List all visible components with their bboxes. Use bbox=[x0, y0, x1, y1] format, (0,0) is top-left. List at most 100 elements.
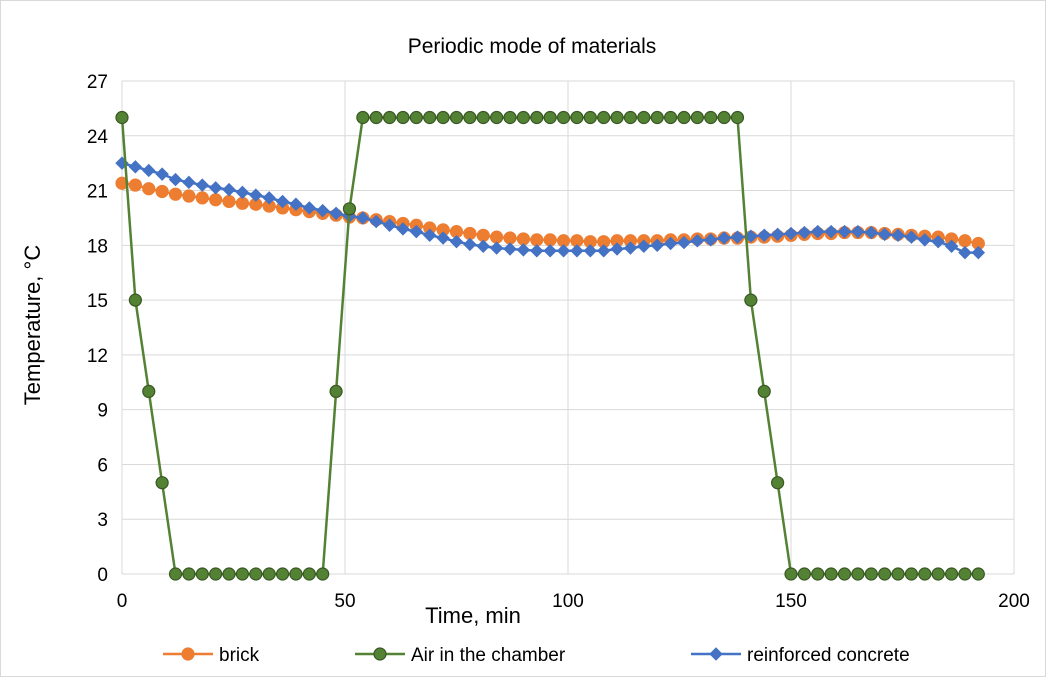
legend-item-brick: brick bbox=[163, 645, 260, 666]
data-point-reinforced-concrete bbox=[811, 224, 825, 239]
data-point-air-in-the-chamber bbox=[744, 293, 758, 307]
x-tick-label: 0 bbox=[117, 591, 128, 612]
data-point-brick bbox=[195, 191, 209, 205]
data-point-air-in-the-chamber bbox=[383, 110, 397, 125]
data-point-air-in-the-chamber bbox=[168, 567, 183, 581]
data-point-reinforced-concrete bbox=[543, 244, 557, 258]
data-point-reinforced-concrete bbox=[918, 233, 932, 247]
data-point-air-in-the-chamber bbox=[329, 384, 343, 399]
data-point-reinforced-concrete bbox=[690, 234, 705, 248]
legend-marker bbox=[181, 647, 195, 661]
data-point-air-in-the-chamber bbox=[316, 567, 330, 581]
data-point-air-in-the-chamber bbox=[436, 110, 450, 125]
data-point-reinforced-concrete bbox=[650, 238, 664, 253]
data-point-air-in-the-chamber bbox=[610, 110, 624, 125]
data-point-air-in-the-chamber bbox=[717, 110, 731, 125]
grid bbox=[121, 80, 1015, 575]
series-air-in-the-chamber bbox=[115, 110, 985, 581]
data-point-air-in-the-chamber bbox=[650, 110, 664, 125]
data-point-reinforced-concrete bbox=[583, 244, 598, 258]
data-point-air-in-the-chamber bbox=[356, 110, 370, 125]
data-point-reinforced-concrete bbox=[449, 234, 464, 249]
data-point-reinforced-concrete bbox=[168, 172, 183, 187]
data-point-brick bbox=[168, 187, 183, 201]
x-tick-label: 200 bbox=[998, 591, 1030, 612]
y-tick-label: 6 bbox=[97, 455, 108, 476]
data-point-brick bbox=[235, 196, 250, 210]
data-point-air-in-the-chamber bbox=[155, 476, 169, 490]
data-point-air-in-the-chamber bbox=[543, 110, 557, 125]
data-point-reinforced-concrete bbox=[663, 236, 678, 251]
data-point-brick bbox=[209, 193, 223, 207]
data-point-brick bbox=[530, 233, 544, 247]
data-point-reinforced-concrete bbox=[436, 231, 450, 245]
y-tick-label: 21 bbox=[87, 182, 108, 203]
data-point-reinforced-concrete bbox=[637, 239, 651, 253]
data-point-air-in-the-chamber bbox=[704, 110, 718, 125]
data-point-reinforced-concrete bbox=[235, 185, 250, 200]
data-point-air-in-the-chamber bbox=[958, 567, 972, 581]
y-tick-label: 24 bbox=[87, 127, 109, 148]
data-point-air-in-the-chamber bbox=[275, 567, 290, 581]
data-point-air-in-the-chamber bbox=[663, 110, 678, 125]
data-point-reinforced-concrete bbox=[610, 242, 624, 256]
legend-marker bbox=[373, 647, 387, 661]
data-point-air-in-the-chamber bbox=[235, 567, 250, 581]
data-point-reinforced-concrete bbox=[784, 226, 798, 241]
data-point-reinforced-concrete bbox=[730, 230, 745, 244]
data-point-air-in-the-chamber bbox=[142, 384, 156, 399]
data-point-air-in-the-chamber bbox=[677, 110, 691, 125]
data-point-air-in-the-chamber bbox=[878, 567, 892, 581]
data-point-air-in-the-chamber bbox=[771, 476, 785, 490]
data-point-air-in-the-chamber bbox=[637, 110, 651, 125]
data-point-air-in-the-chamber bbox=[797, 567, 811, 581]
chart-title: Periodic mode of materials bbox=[408, 35, 657, 58]
data-point-brick bbox=[503, 231, 517, 245]
data-point-reinforced-concrete bbox=[262, 191, 276, 205]
data-point-reinforced-concrete bbox=[289, 197, 303, 211]
data-point-reinforced-concrete bbox=[677, 235, 691, 250]
data-point-air-in-the-chamber bbox=[851, 567, 865, 581]
data-point-brick bbox=[516, 232, 531, 246]
data-point-air-in-the-chamber bbox=[583, 110, 597, 125]
data-point-air-in-the-chamber bbox=[503, 110, 517, 125]
x-tick-label: 150 bbox=[775, 591, 807, 612]
data-point-air-in-the-chamber bbox=[342, 202, 357, 216]
data-point-air-in-the-chamber bbox=[971, 567, 985, 581]
data-point-reinforced-concrete bbox=[717, 231, 731, 245]
data-point-reinforced-concrete bbox=[396, 222, 410, 236]
data-point-air-in-the-chamber bbox=[516, 110, 531, 125]
data-point-reinforced-concrete bbox=[329, 206, 343, 221]
data-point-reinforced-concrete bbox=[382, 218, 397, 232]
data-point-air-in-the-chamber bbox=[730, 110, 745, 125]
data-point-reinforced-concrete bbox=[208, 181, 223, 195]
data-point-air-in-the-chamber bbox=[690, 110, 704, 125]
x-axis-label: Time, min bbox=[425, 603, 521, 628]
data-point-air-in-the-chamber bbox=[423, 110, 437, 125]
data-point-reinforced-concrete bbox=[971, 245, 986, 260]
data-point-air-in-the-chamber bbox=[128, 293, 142, 307]
y-axis-label: Temperature, °C bbox=[20, 245, 45, 406]
data-point-air-in-the-chamber bbox=[757, 384, 771, 399]
data-point-air-in-the-chamber bbox=[931, 567, 945, 581]
data-point-air-in-the-chamber bbox=[556, 110, 571, 125]
data-point-reinforced-concrete bbox=[864, 225, 878, 240]
data-point-air-in-the-chamber bbox=[476, 110, 490, 125]
data-point-reinforced-concrete bbox=[904, 230, 919, 244]
data-point-air-in-the-chamber bbox=[182, 567, 196, 581]
data-point-reinforced-concrete bbox=[944, 239, 959, 253]
data-point-air-in-the-chamber bbox=[302, 567, 316, 581]
data-point-air-in-the-chamber bbox=[891, 567, 905, 581]
data-point-reinforced-concrete bbox=[931, 234, 945, 249]
tick-labels: 0 3 6 9 12 15 18 21 24 27 0 50 100 150 200 bbox=[87, 72, 1030, 612]
data-point-reinforced-concrete bbox=[423, 228, 437, 242]
data-point-air-in-the-chamber bbox=[824, 567, 838, 581]
data-point-reinforced-concrete bbox=[556, 244, 571, 258]
legend-item-air-in-the-chamber: Air in the chamber bbox=[355, 645, 566, 666]
y-tick-label: 0 bbox=[97, 565, 108, 586]
data-point-brick bbox=[182, 189, 196, 203]
data-point-reinforced-concrete bbox=[315, 203, 330, 218]
x-tick-label: 100 bbox=[552, 591, 584, 612]
series-reinforced-concrete bbox=[115, 156, 986, 260]
legend-label: reinforced concrete bbox=[747, 645, 910, 666]
